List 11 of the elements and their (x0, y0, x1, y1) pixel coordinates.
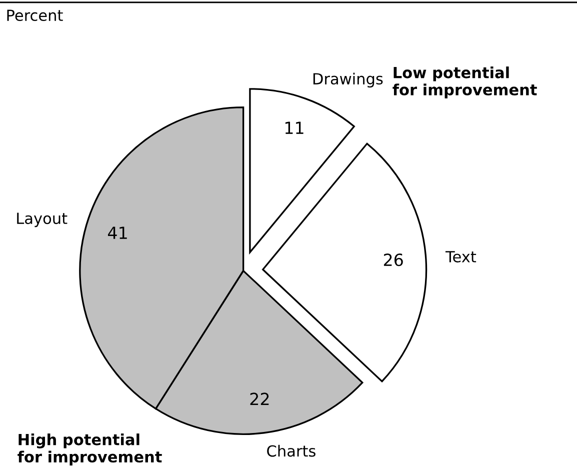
slice-label: Drawings (313, 72, 383, 88)
data-label: 22 (250, 392, 269, 406)
slice-label: Layout (17, 212, 68, 228)
data-label: 26 (384, 254, 403, 266)
text: Low potential for improvement (392, 66, 537, 98)
data-label: 11 (285, 122, 304, 134)
data-label: 41 (108, 226, 127, 239)
slice-label: Charts (267, 444, 316, 457)
text: High potential for improvement (18, 433, 162, 466)
slice-label: Text (445, 251, 476, 262)
chart-subtitle: Percent (7, 10, 63, 22)
